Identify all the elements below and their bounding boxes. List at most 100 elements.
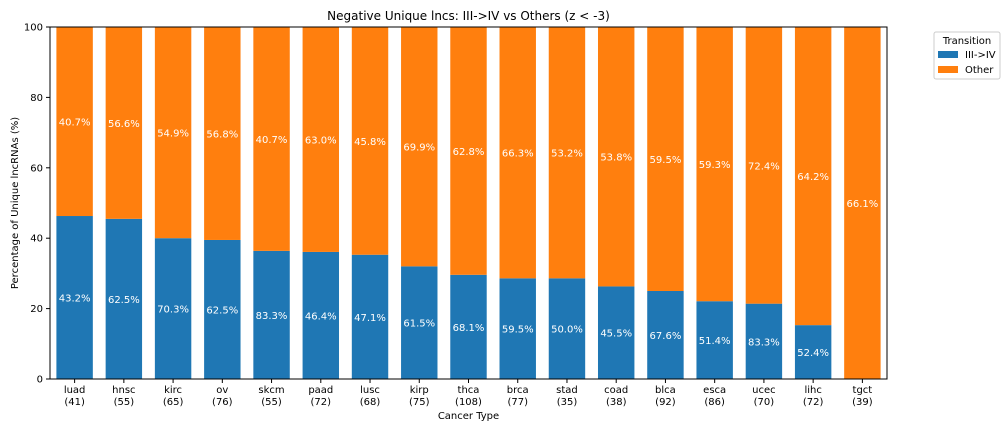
bar-other-kirp (401, 27, 438, 267)
data-label-other-kirc: 54.9% (157, 129, 189, 140)
x-tick-label-blca: blca (655, 385, 676, 396)
bar-other-lihc (794, 27, 832, 326)
data-label-other-stad: 53.2% (551, 149, 583, 160)
x-tick-count-coad: (38) (606, 397, 627, 408)
bar-other-stad (548, 27, 586, 279)
data-label-iii-iv-stad: 50.0% (551, 325, 583, 336)
data-label-iii-iv-esca: 51.4% (699, 336, 731, 347)
data-label-other-brca: 66.3% (502, 149, 534, 160)
data-label-iii-iv-ov: 62.5% (206, 305, 238, 316)
bar-other-luad (56, 27, 93, 217)
data-label-iii-iv-thca: 68.1% (453, 323, 485, 334)
data-label-other-hnsc: 56.6% (108, 119, 140, 130)
data-label-other-lihc: 64.2% (797, 172, 829, 183)
y-tick-label: 20 (30, 304, 43, 315)
x-tick-count-esca: (86) (704, 397, 725, 408)
x-axis-title: Cancer Type (438, 411, 499, 422)
data-label-other-lusc: 45.8% (354, 137, 386, 148)
data-label-iii-iv-kirp: 61.5% (403, 319, 435, 330)
y-tick-label: 80 (30, 93, 43, 104)
data-label-other-thca: 62.8% (453, 147, 485, 158)
data-label-iii-iv-skcm: 83.3% (256, 311, 288, 322)
legend: Transition III->IV Other (933, 31, 1001, 80)
bar-iii-iv-kirc (154, 238, 192, 379)
legend-label-iii-iv: III->IV (965, 50, 996, 61)
bar-other-tgct (844, 27, 881, 379)
x-tick-label-kirc: kirc (164, 385, 182, 396)
x-tick-label-coad: coad (604, 385, 628, 396)
bar-other-esca (696, 27, 733, 302)
bar-iii-iv-luad (56, 216, 93, 379)
x-tick-count-ucec: (70) (754, 397, 775, 408)
legend-title: Transition (942, 36, 991, 47)
bar-other-thca (450, 27, 487, 275)
legend-swatch-iii-iv (938, 51, 958, 58)
x-tick-count-kirc: (65) (163, 397, 184, 408)
bar-iii-iv-paad (302, 251, 340, 379)
bar-other-skcm (253, 27, 290, 251)
data-label-other-blca: 59.5% (650, 155, 682, 166)
bar-iii-iv-hnsc (105, 218, 143, 379)
x-tick-count-brca: (77) (507, 397, 528, 408)
data-label-other-coad: 53.8% (600, 153, 632, 164)
x-tick-label-lihc: lihc (804, 385, 821, 396)
x-tick-count-paad: (72) (311, 397, 332, 408)
bar-iii-iv-lihc (794, 325, 832, 379)
x-tick-count-lusc: (68) (360, 397, 381, 408)
data-label-iii-iv-kirc: 70.3% (157, 305, 189, 316)
data-label-other-kirp: 69.9% (403, 143, 435, 154)
x-tick-count-tgct: (39) (852, 397, 873, 408)
bar-iii-iv-ucec (745, 303, 783, 379)
chart-title: Negative Unique lncs: III->IV vs Others … (327, 9, 610, 23)
x-tick-label-brca: brca (507, 385, 529, 396)
data-label-iii-iv-coad: 45.5% (600, 329, 632, 340)
bar-other-paad (302, 27, 340, 252)
data-label-iii-iv-lusc: 47.1% (354, 313, 386, 324)
legend-label-other: Other (965, 65, 994, 76)
bar-iii-iv-lusc (351, 254, 389, 379)
data-label-other-ov: 56.8% (206, 129, 238, 140)
bar-iii-iv-coad (597, 286, 635, 379)
data-label-iii-iv-brca: 59.5% (502, 325, 534, 336)
bar-other-ucec (745, 27, 783, 304)
y-tick-label: 100 (24, 23, 43, 34)
bar-iii-iv-ov (204, 239, 241, 379)
data-label-iii-iv-hnsc: 62.5% (108, 295, 140, 306)
data-label-other-paad: 63.0% (305, 135, 337, 146)
x-tick-label-ov: ov (216, 385, 228, 396)
bar-other-ov (204, 27, 241, 240)
data-label-iii-iv-lihc: 52.4% (797, 348, 829, 359)
data-label-iii-iv-blca: 67.6% (650, 331, 682, 342)
data-label-other-tgct: 66.1% (846, 199, 878, 210)
x-tick-label-thca: thca (458, 385, 480, 396)
x-tick-label-tgct: tgct (853, 385, 873, 396)
data-label-iii-iv-paad: 46.4% (305, 311, 337, 322)
x-tick-count-kirp: (75) (409, 397, 430, 408)
bar-iii-iv-thca (450, 274, 487, 379)
bar-iii-iv-esca (696, 301, 733, 379)
bar-iii-iv-blca (647, 291, 684, 379)
y-tick-label: 40 (30, 234, 43, 245)
x-tick-count-skcm: (55) (261, 397, 282, 408)
bar-iii-iv-kirp (401, 266, 438, 379)
x-tick-label-stad: stad (556, 385, 578, 396)
bar-other-hnsc (105, 27, 143, 219)
bar-other-coad (597, 27, 635, 287)
data-label-iii-iv-luad: 43.2% (59, 294, 91, 305)
x-tick-label-kirp: kirp (410, 385, 429, 396)
bar-other-blca (647, 27, 684, 291)
data-label-other-ucec: 72.4% (748, 161, 780, 172)
x-tick-count-hnsc: (55) (114, 397, 135, 408)
data-label-other-luad: 40.7% (59, 118, 91, 129)
bar-iii-iv-stad (548, 278, 586, 379)
y-tick-label: 0 (37, 375, 43, 386)
data-label-iii-iv-ucec: 83.3% (748, 337, 780, 348)
y-axis-title: Percentage of Unique lncRNAs (%) (10, 117, 21, 289)
x-tick-label-luad: luad (64, 385, 86, 396)
bar-other-brca (499, 27, 536, 279)
x-tick-count-stad: (35) (557, 397, 578, 408)
x-tick-count-blca: (92) (655, 397, 676, 408)
x-tick-label-ucec: ucec (752, 385, 776, 396)
plot-area: 43.2% 40.7% 62.5% 56.6% 70.3% 54.9% 62.5% 56.8%… (24, 23, 888, 408)
